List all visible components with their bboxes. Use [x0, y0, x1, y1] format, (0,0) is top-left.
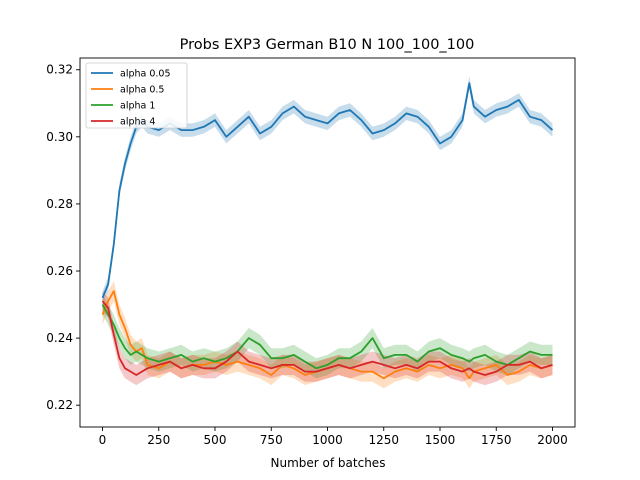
x-tick-label: 500: [204, 433, 227, 447]
legend-label: alpha 1: [120, 101, 155, 112]
x-tick-label: 0: [99, 433, 107, 447]
y-tick-label: 0.22: [46, 398, 73, 412]
series-band-3: [102, 294, 553, 379]
x-tick-label: 250: [147, 433, 170, 447]
series-band-1: [102, 76, 553, 305]
series-line-3: [101, 304, 553, 370]
x-tick-label: 750: [260, 433, 283, 447]
legend: alpha 0.05 alpha 0.5 alpha 1 alpha 4: [85, 62, 188, 129]
series-band-4: [102, 291, 553, 386]
y-tick-label: 0.24: [46, 331, 73, 345]
y-tick-label: 0.32: [46, 63, 73, 77]
x-tick-label: 1250: [368, 433, 399, 447]
legend-label: alpha 4: [120, 117, 155, 128]
y-tick-label: 0.30: [46, 130, 73, 144]
x-tick-label: 2000: [537, 433, 568, 447]
legend-box: [85, 62, 188, 129]
y-tick-label: 0.26: [46, 264, 73, 278]
x-tick-label: 1500: [425, 433, 456, 447]
legend-label: alpha 0.05: [120, 69, 171, 80]
y-axis: 0.22 0.24 0.26 0.28 0.30 0.32: [46, 63, 80, 412]
chart-title: Probs EXP3 German B10 N 100_100_100: [180, 37, 475, 53]
y-tick-label: 0.28: [46, 197, 73, 211]
x-axis: 0 250 500 750 1000 1250 1500 1750 2000: [99, 427, 568, 447]
series-line-4: [101, 300, 553, 376]
x-tick-label: 1750: [481, 433, 512, 447]
legend-label: alpha 0.5: [120, 85, 164, 96]
x-axis-label: Number of batches: [271, 456, 386, 470]
x-tick-label: 1000: [312, 433, 343, 447]
